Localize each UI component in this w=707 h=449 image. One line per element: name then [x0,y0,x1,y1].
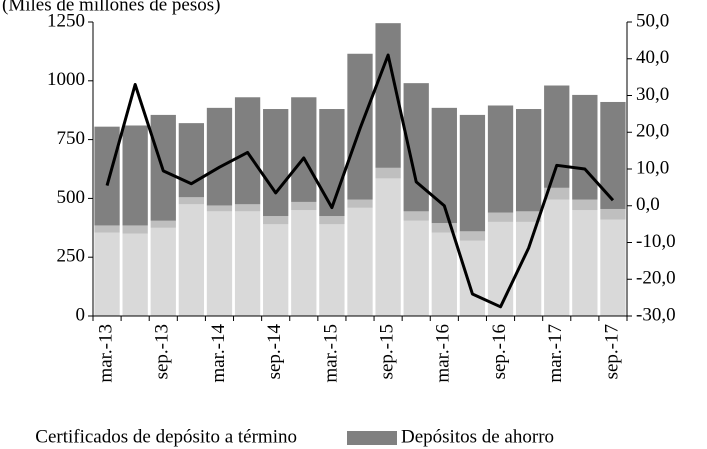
bar-segment [291,210,317,316]
bar-segment [487,212,514,222]
bar-segment [234,211,261,316]
bar-segment [544,85,570,188]
bar-segment [94,126,120,226]
x-tick-label: sep.-15 [376,324,397,379]
bar-segment [263,109,289,217]
bar-segment [487,221,514,316]
bar-segment [94,225,120,233]
bar-segment [347,199,373,208]
bar-segment [459,240,486,316]
y2-tick-label: -30,0 [636,304,676,325]
legend-swatch [347,431,397,445]
bar-segment [600,208,626,220]
bar-segment [291,97,317,202]
bar-segment [572,199,598,211]
bar-segment [234,97,261,205]
x-tick-label: mar.-14 [208,324,229,383]
bar-segment [319,224,345,316]
bar-segment [150,227,176,316]
bar-segment [122,233,148,316]
bar-segment [178,204,205,316]
bar-segment [375,167,401,179]
chart-title: (Miles de millones de pesos) [2,0,220,15]
bar-segment [263,216,289,225]
y-tick-label: 250 [57,246,86,267]
bar-segment [178,123,205,198]
y-tick-label: 1000 [47,69,85,90]
x-tick-label: sep.-16 [489,324,510,379]
bar-segment [515,211,542,222]
bar-segment [178,197,205,205]
bar-segment [431,232,457,316]
bar-segment [319,109,345,217]
y-tick-label: 750 [57,128,86,149]
bar-segment [206,107,233,206]
y2-tick-label: -20,0 [636,268,676,289]
y2-tick-label: 40,0 [636,47,669,68]
bar-segment [347,207,373,316]
x-tick-label: sep.-14 [264,324,285,380]
bar-segment [122,125,148,226]
bar-segment [572,94,598,200]
y-tick-label: 0 [76,304,86,325]
bar-segment [206,205,233,212]
y2-tick-label: 20,0 [636,121,669,142]
x-tick-label: sep.-13 [152,324,173,379]
bar-segment [375,178,401,316]
bar-segment [291,201,317,211]
bar-segment [459,231,486,241]
bar-segment [263,224,289,316]
y2-tick-label: 10,0 [636,157,669,178]
bar-segment [431,223,457,233]
bar-segment [600,101,626,209]
x-tick-label: mar.-16 [433,324,454,383]
bar-segment [122,225,148,234]
y2-tick-label: 0,0 [636,194,660,215]
legend-label: Certificados de depósito a término [35,426,297,447]
y2-tick-label: 30,0 [636,84,669,105]
bar-segment [150,220,176,228]
bar-segment [319,216,345,225]
bar-segment [600,219,626,316]
line-series [105,53,615,309]
legend-label: Depósitos de ahorro [401,426,554,447]
bar-segment [459,114,486,232]
bar-segment [234,204,261,212]
y2-tick-label: 50,0 [636,10,669,31]
bar-segment [403,220,429,316]
bar-segment [572,210,598,316]
y-tick-label: 1250 [47,10,85,31]
bar-segment [206,211,233,316]
bar-segment [94,232,120,316]
x-tick-label: mar.-17 [545,324,566,383]
bar-segment [544,187,570,200]
bar-segment [487,105,514,213]
y-tick-label: 500 [57,187,86,208]
y2-tick-label: -10,0 [636,231,676,252]
x-tick-label: mar.-15 [320,324,341,383]
x-tick-label: sep.-17 [601,324,622,379]
x-tick-label: mar.-13 [95,324,116,383]
bar-segment [544,199,570,316]
bar-segment [515,109,542,212]
bar-segment [403,211,429,221]
